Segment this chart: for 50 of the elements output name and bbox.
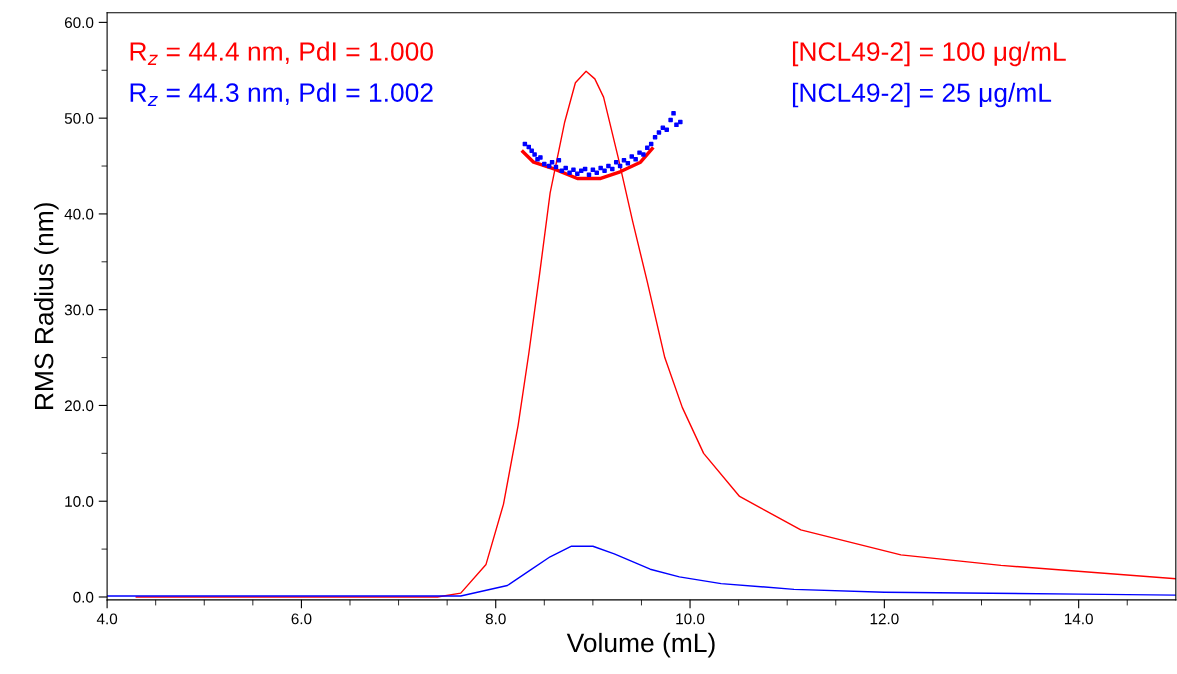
point <box>602 168 607 174</box>
point <box>594 170 600 175</box>
point <box>637 150 642 155</box>
point <box>641 152 646 157</box>
point <box>532 152 537 157</box>
point <box>586 172 592 177</box>
point <box>629 154 634 159</box>
point <box>621 158 627 163</box>
point <box>567 170 572 175</box>
point <box>535 157 540 162</box>
point <box>610 166 615 172</box>
point <box>556 158 562 163</box>
y-tick-label: 30.0 <box>64 304 94 316</box>
point <box>606 163 611 169</box>
point <box>645 145 650 151</box>
point <box>664 127 669 132</box>
annotation: [NCL49-2] = 100 μg/mL <box>792 41 1066 67</box>
y-tick-label: 0.0 <box>73 591 94 603</box>
point <box>538 155 543 160</box>
x-tick-label: 10.0 <box>676 613 705 625</box>
annotation: [NCL49-2] = 25 μg/mL <box>792 82 1052 108</box>
point <box>652 135 658 140</box>
x-tick-label: 12.0 <box>870 613 899 625</box>
line-series <box>107 545 1176 597</box>
point <box>668 117 673 123</box>
point <box>678 119 683 125</box>
x-tick-label: 4.0 <box>96 613 118 625</box>
point <box>674 122 679 128</box>
y-tick-label: 40.0 <box>64 208 94 220</box>
y-tick-label: 10.0 <box>65 496 94 507</box>
annotation: R$_{z}$ = 44.4 nm, PdI = 1.000 <box>130 41 433 65</box>
point <box>633 157 638 162</box>
x-tick-label: 14.0 <box>1064 613 1093 625</box>
y-axis-title: RMS Radius (nm) <box>34 203 59 409</box>
y-tick-label: 20.0 <box>64 400 94 412</box>
point <box>656 130 662 135</box>
point <box>542 161 547 167</box>
point <box>598 165 603 171</box>
point <box>660 125 666 130</box>
x-tick-label: 8.0 <box>485 613 506 625</box>
point <box>563 165 568 171</box>
x-tick-label: 6.0 <box>291 613 312 625</box>
point <box>575 171 580 176</box>
annotation: R$_{z}$ = 44.3 nm, PdI = 1.002 <box>130 82 433 107</box>
point <box>571 167 576 173</box>
point <box>671 111 676 116</box>
y-tick-label: 60.0 <box>64 17 94 29</box>
point <box>529 148 534 153</box>
y-tick-label: 50.0 <box>64 113 94 124</box>
x-axis-title: Volume (mL) <box>566 632 715 658</box>
